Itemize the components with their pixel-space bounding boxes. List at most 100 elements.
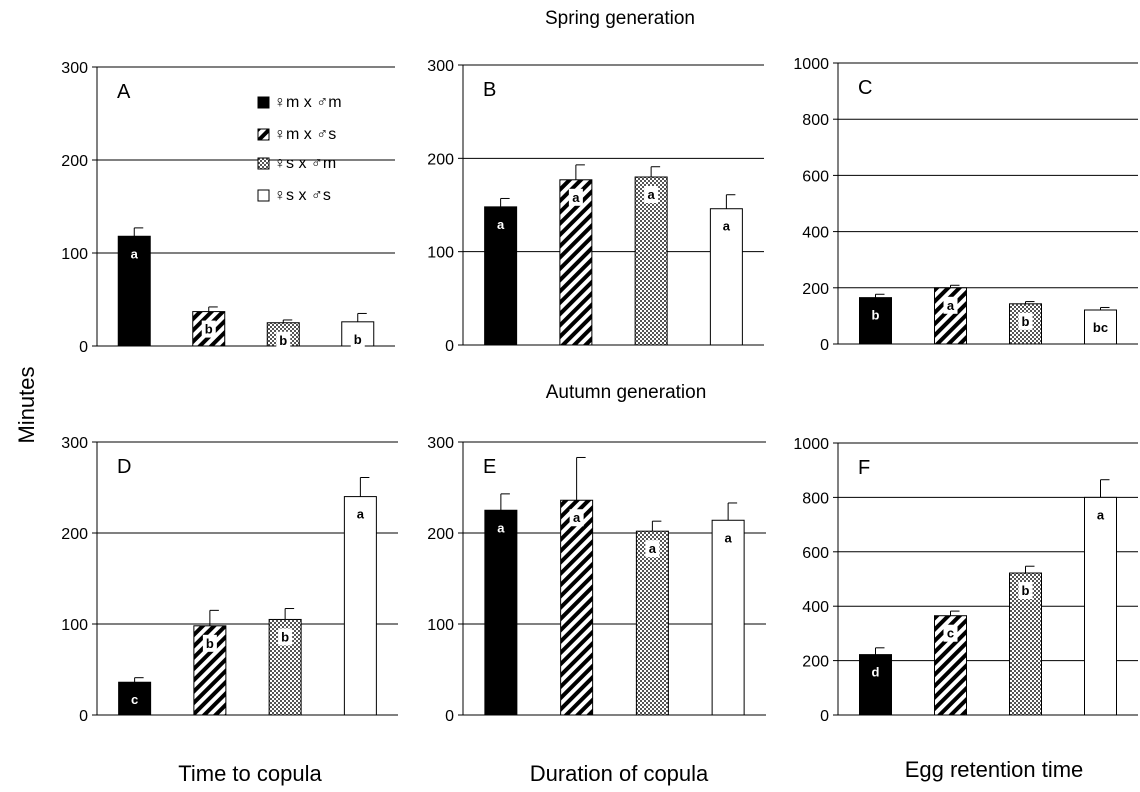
y-tick-label: 600 xyxy=(802,545,829,562)
y-tick-label: 400 xyxy=(802,225,829,242)
panel-letter: A xyxy=(117,81,131,103)
panel-e: 0 100 200 300 Ea a a a xyxy=(427,435,766,725)
y-tick-label: 1000 xyxy=(793,56,829,73)
legend-label: ♀s x ♂s xyxy=(274,187,331,204)
significance-letter: b xyxy=(279,333,287,348)
column-label-duration-of-copula: Duration of copula xyxy=(530,761,709,786)
legend-item-sm: ♀s x ♂m xyxy=(257,155,336,172)
letter-background xyxy=(943,624,958,642)
letter-background xyxy=(350,330,365,348)
significance-letter: a xyxy=(649,541,657,556)
significance-letter: a xyxy=(497,520,505,535)
significance-letter: c xyxy=(131,692,138,707)
y-tick-label: 0 xyxy=(820,708,829,725)
y-tick-label: 200 xyxy=(427,526,454,543)
y-tick-label: 200 xyxy=(61,526,88,543)
letter-background xyxy=(1089,318,1112,336)
y-tick-label: 400 xyxy=(802,599,829,616)
legend-item-mm: ♀m x ♂m xyxy=(257,94,342,111)
panel-letter: D xyxy=(117,456,131,478)
bar xyxy=(634,176,668,346)
significance-letter: b xyxy=(206,636,214,651)
y-tick-label: 0 xyxy=(79,339,88,356)
significance-letter: d xyxy=(872,665,880,680)
y-tick-label: 100 xyxy=(61,246,88,263)
y-tick-label: 300 xyxy=(427,58,454,75)
legend-swatch-crosshatch xyxy=(257,157,270,170)
legend-swatch-solid xyxy=(257,96,270,109)
y-tick-label: 0 xyxy=(445,708,454,725)
panel-letter: F xyxy=(858,457,870,479)
letter-background xyxy=(721,529,736,547)
y-tick-label: 100 xyxy=(61,617,88,634)
bar xyxy=(484,509,518,716)
bar xyxy=(343,496,377,716)
y-tick-label: 600 xyxy=(802,168,829,185)
letter-background xyxy=(1018,582,1033,600)
bar xyxy=(117,235,151,347)
letter-background xyxy=(201,320,216,338)
bar xyxy=(484,206,518,346)
significance-letter: b xyxy=(281,629,289,644)
bar xyxy=(859,297,892,345)
y-tick-label: 100 xyxy=(427,617,454,634)
significance-letter: a xyxy=(725,530,733,545)
bar xyxy=(560,499,594,716)
letter-background xyxy=(569,509,584,527)
legend-label: ♀m x ♂s xyxy=(274,126,336,143)
bar xyxy=(711,519,745,716)
significance-letter: b xyxy=(1022,314,1030,329)
y-tick-label: 300 xyxy=(427,435,454,452)
letter-background xyxy=(1093,506,1108,524)
column-label-time-to-copula: Time to copula xyxy=(178,761,322,786)
y-tick-label: 200 xyxy=(427,151,454,168)
significance-letter: a xyxy=(573,510,581,525)
significance-letter: a xyxy=(357,507,365,522)
significance-letter: b xyxy=(354,332,362,347)
letter-background xyxy=(202,634,217,652)
letter-background xyxy=(568,188,583,206)
letter-background xyxy=(1018,312,1033,330)
y-tick-label: 0 xyxy=(79,708,88,725)
panel-letter: C xyxy=(858,77,872,99)
significance-letter: c xyxy=(947,626,954,641)
bar xyxy=(559,179,593,346)
bar xyxy=(118,681,152,716)
significance-letter: b xyxy=(1022,583,1030,598)
letter-background xyxy=(276,331,291,349)
significance-letter: a xyxy=(1097,507,1105,522)
significance-letter: b xyxy=(872,308,880,323)
y-tick-label: 200 xyxy=(802,281,829,298)
bar xyxy=(1084,496,1117,716)
significance-letter: a xyxy=(648,187,656,202)
panels: 0 100 200 300 Aa b b b 0 100 200 300 Ba a a a 0 200 400 600… xyxy=(61,56,1138,725)
significance-letter: bc xyxy=(1093,320,1108,335)
y-tick-label: 0 xyxy=(445,338,454,355)
letter-background xyxy=(278,628,293,646)
y-tick-label: 800 xyxy=(802,490,829,507)
y-axis-label: Minutes xyxy=(14,366,39,443)
letter-background xyxy=(719,217,734,235)
letter-background xyxy=(353,505,368,523)
bar xyxy=(635,530,669,716)
legend-item-ms: ♀m x ♂s xyxy=(257,126,336,143)
y-tick-label: 300 xyxy=(61,435,88,452)
letter-background xyxy=(645,540,660,558)
legend-swatch-hatch xyxy=(257,128,270,141)
legend-item-ss: ♀s x ♂s xyxy=(257,187,331,204)
bar xyxy=(934,287,967,345)
significance-letter: a xyxy=(947,298,955,313)
y-tick-label: 800 xyxy=(802,112,829,129)
y-tick-label: 300 xyxy=(61,60,88,77)
significance-letter: a xyxy=(131,246,139,261)
panel-letter: E xyxy=(483,456,496,478)
legend: ♀m x ♂m ♀m x ♂s ♀s x ♂m ♀s x ♂s xyxy=(257,94,342,204)
row-title-autumn: Autumn generation xyxy=(546,382,707,403)
letter-background xyxy=(644,186,659,203)
y-tick-label: 200 xyxy=(802,654,829,671)
panel-a: 0 100 200 300 Aa b b b xyxy=(61,60,395,356)
letter-background xyxy=(943,296,958,314)
panel-c: 0 200 400 600 800 1000 Cb a b bc xyxy=(793,56,1138,354)
panel-b: 0 100 200 300 Ba a a a xyxy=(427,58,764,355)
